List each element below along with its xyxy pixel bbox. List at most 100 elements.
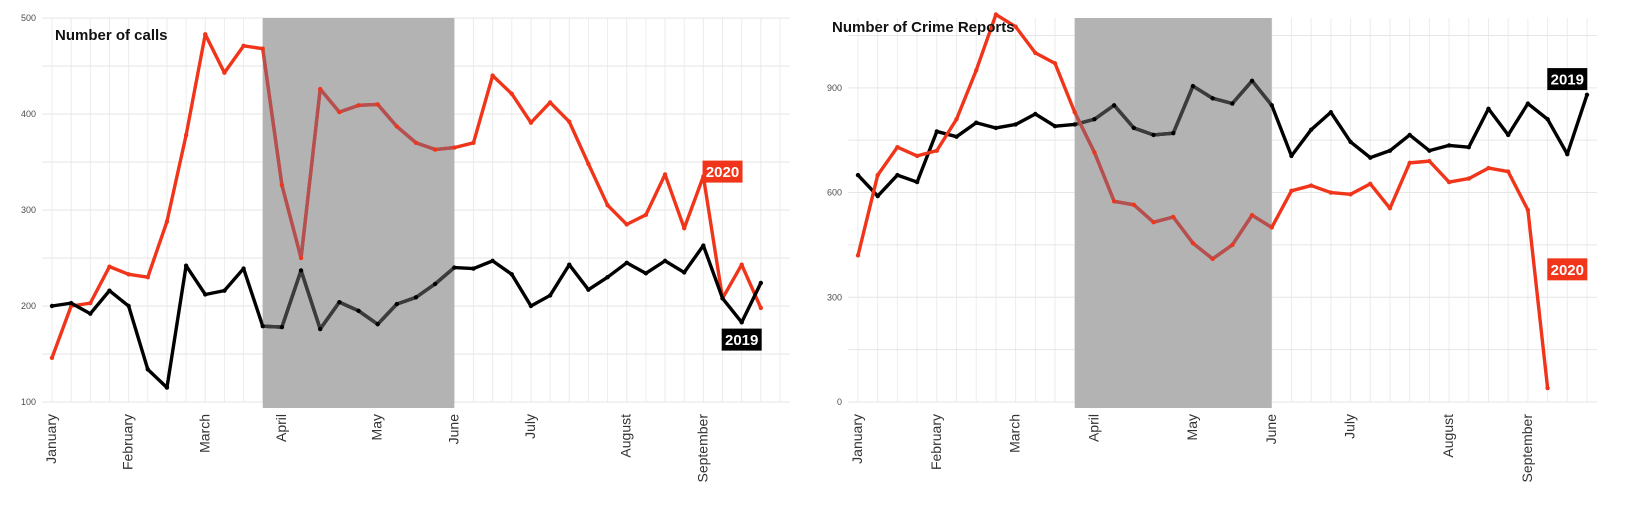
x-tick-label: February	[120, 414, 136, 470]
data-point	[509, 272, 514, 277]
data-point	[1308, 127, 1314, 132]
data-point	[1407, 160, 1412, 166]
x-tick-label: February	[928, 414, 944, 470]
y-tick-label: 100	[21, 397, 36, 407]
data-point	[1328, 110, 1334, 115]
data-point	[586, 161, 591, 167]
data-point	[662, 258, 668, 264]
x-tick-label: April	[1085, 414, 1101, 442]
data-point	[993, 12, 999, 17]
y-tick-label: 600	[827, 188, 842, 198]
series-label-box	[1547, 258, 1588, 281]
y-tick-label: 400	[21, 109, 36, 119]
data-point	[1171, 131, 1176, 136]
data-point	[1052, 61, 1058, 66]
data-point	[875, 172, 880, 178]
data-point	[107, 264, 112, 269]
data-point	[1348, 192, 1353, 197]
x-tick-label: May	[1184, 414, 1200, 440]
chart-title: Number of Crime Reports	[832, 19, 1015, 36]
data-point	[1072, 122, 1077, 127]
data-point	[1111, 103, 1117, 108]
data-point	[720, 296, 725, 301]
data-point	[1092, 117, 1097, 122]
data-point	[413, 295, 419, 300]
data-point	[1427, 158, 1432, 164]
data-point	[1249, 78, 1255, 84]
data-point	[1427, 148, 1432, 153]
series-line-shaded-2019	[1074, 79, 1272, 137]
series-line-shaded-2020	[262, 47, 455, 260]
data-point	[1131, 125, 1137, 131]
data-point	[758, 305, 764, 311]
data-point	[1131, 202, 1137, 207]
data-point	[643, 271, 649, 276]
crime-reports-chart: 0 300 600 900 January February March April May Ju…	[827, 12, 1597, 482]
data-point	[394, 124, 400, 129]
data-point	[1269, 103, 1274, 108]
data-point	[126, 272, 131, 277]
y-tick-label: 900	[827, 83, 842, 93]
data-point	[586, 287, 591, 292]
data-point	[528, 120, 534, 125]
data-point	[758, 280, 764, 286]
data-point	[88, 300, 93, 306]
data-point	[1033, 50, 1038, 56]
data-point	[164, 385, 170, 390]
series-line-shaded-2020	[1074, 107, 1272, 261]
data-point	[1368, 155, 1373, 160]
data-point	[318, 86, 323, 92]
data-point	[701, 243, 706, 248]
data-point	[241, 43, 246, 49]
shaded-period	[1074, 18, 1272, 408]
x-tick-label: May	[369, 414, 385, 440]
series-label-box	[1547, 68, 1588, 91]
data-point	[1151, 132, 1156, 138]
series-label-2019: 2019	[725, 332, 758, 349]
data-point	[452, 265, 457, 270]
data-point	[1289, 188, 1294, 193]
data-point	[567, 119, 572, 124]
x-tick-label: June	[445, 414, 461, 445]
data-point	[1072, 110, 1077, 115]
data-point	[1210, 96, 1215, 101]
data-point	[356, 308, 361, 313]
series-label-2020: 2020	[706, 164, 739, 181]
data-point	[934, 129, 940, 134]
data-point	[1111, 199, 1117, 204]
data-point	[298, 268, 304, 273]
x-tick-label: January	[849, 414, 865, 464]
data-point	[993, 125, 999, 131]
data-point	[490, 258, 495, 264]
data-point	[528, 303, 534, 309]
data-point	[375, 322, 380, 327]
data-point	[1230, 242, 1235, 248]
data-point	[1230, 101, 1235, 106]
shaded-period	[262, 18, 455, 408]
series-label-box	[702, 160, 743, 183]
data-point	[318, 326, 323, 332]
data-point	[1446, 179, 1452, 185]
data-point	[1348, 139, 1353, 145]
data-point	[1486, 106, 1491, 111]
data-point	[88, 311, 93, 316]
series-label-box	[721, 328, 762, 351]
data-point	[126, 303, 131, 309]
x-tick-label: August	[1440, 414, 1456, 458]
calls-chart: 100 200 300 400 500 January February March April…	[21, 13, 790, 482]
data-point	[1013, 24, 1018, 29]
data-point	[203, 292, 208, 297]
data-point	[183, 263, 189, 268]
data-point	[934, 148, 940, 153]
data-point	[1565, 151, 1570, 157]
data-point	[145, 367, 150, 372]
data-point	[1407, 132, 1412, 138]
data-point	[974, 68, 979, 73]
x-tick-label: July	[522, 414, 538, 439]
data-point	[509, 91, 514, 97]
data-point	[662, 172, 668, 177]
data-point	[1249, 213, 1255, 218]
data-point	[1052, 124, 1058, 129]
data-point	[1092, 150, 1097, 155]
data-point	[337, 299, 342, 305]
